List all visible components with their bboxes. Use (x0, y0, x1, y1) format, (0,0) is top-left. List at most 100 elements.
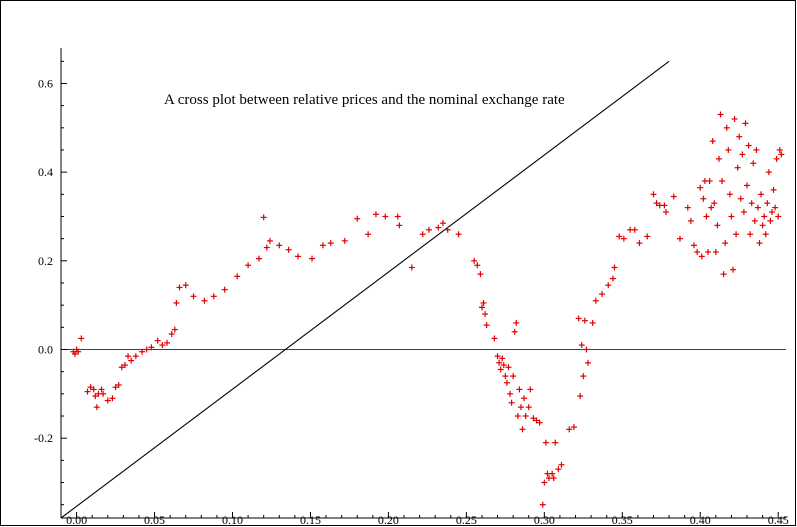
data-point (580, 373, 587, 380)
data-point (294, 253, 301, 260)
data-point (173, 299, 180, 306)
x-tick-label: 0.25 (456, 513, 477, 527)
data-point (751, 217, 758, 224)
data-point (176, 284, 183, 291)
data-point (497, 366, 504, 373)
data-point (121, 362, 128, 369)
data-point (92, 393, 99, 400)
data-point (514, 413, 521, 420)
x-tick-label: 0.10 (222, 513, 243, 527)
data-point (550, 475, 557, 482)
data-point (125, 353, 132, 360)
data-point (729, 266, 736, 273)
data-point (549, 470, 556, 477)
data-point (539, 501, 546, 508)
data-point (154, 337, 161, 344)
x-tick-label: 0.05 (144, 513, 165, 527)
data-point (502, 373, 509, 380)
data-point (517, 404, 524, 411)
data-point (578, 342, 585, 349)
data-point (382, 213, 389, 220)
data-point (605, 282, 612, 289)
data-point (499, 355, 506, 362)
data-point (408, 264, 415, 271)
data-point (764, 200, 771, 207)
data-point (483, 322, 490, 329)
data-point (778, 151, 785, 158)
data-point (516, 386, 523, 393)
data-point (503, 379, 510, 386)
data-point (754, 204, 761, 211)
data-point (260, 214, 267, 221)
x-tick-label: 0.15 (300, 513, 321, 527)
data-point (84, 388, 91, 395)
data-point (478, 304, 485, 311)
data-point (750, 160, 757, 167)
data-point (372, 211, 379, 218)
data-point (182, 282, 189, 289)
data-point (109, 395, 116, 402)
y-tick-label: -0.2 (34, 431, 53, 445)
data-point (697, 184, 704, 191)
x-tick-label: 0.00 (66, 513, 87, 527)
data-point (589, 319, 596, 326)
data-point (525, 404, 532, 411)
data-point (577, 393, 584, 400)
data-point (733, 231, 740, 238)
data-point (319, 242, 326, 249)
data-point (530, 415, 537, 422)
data-point (653, 200, 660, 207)
data-point (723, 124, 730, 131)
data-points (70, 111, 785, 508)
data-point (164, 339, 171, 346)
data-point (365, 231, 372, 238)
data-point (581, 317, 588, 324)
data-point (770, 186, 777, 193)
data-point (747, 231, 754, 238)
data-point (661, 202, 668, 209)
data-point (263, 244, 270, 251)
data-point (496, 359, 503, 366)
data-point (394, 213, 401, 220)
data-point (425, 226, 432, 233)
data-point (245, 262, 252, 269)
data-point (201, 297, 208, 304)
data-point (684, 204, 691, 211)
data-point (98, 386, 105, 393)
data-point (700, 195, 707, 202)
data-point (703, 213, 710, 220)
data-point (720, 271, 727, 278)
data-point (712, 248, 719, 255)
data-point (744, 182, 751, 189)
data-point (765, 169, 772, 176)
data-point (662, 209, 669, 216)
data-point (558, 461, 565, 468)
data-point (616, 233, 623, 240)
forty-five-degree-line (60, 60, 670, 519)
data-point (132, 353, 139, 360)
data-point (584, 359, 591, 366)
data-point (670, 193, 677, 200)
data-point (715, 155, 722, 162)
data-point (90, 386, 97, 393)
data-point (691, 242, 698, 249)
data-point (742, 120, 749, 127)
data-point (775, 213, 782, 220)
data-point (471, 257, 478, 264)
data-point (171, 326, 178, 333)
x-tick-label: 0.20 (378, 513, 399, 527)
chart-title: A cross plot between relative prices and… (164, 92, 565, 108)
data-point (694, 248, 701, 255)
x-tick-label: 0.30 (534, 513, 555, 527)
data-point (676, 235, 683, 242)
data-point (737, 195, 744, 202)
data-point (521, 395, 528, 402)
data-point (444, 226, 451, 233)
data-point (168, 330, 175, 337)
data-point (768, 209, 775, 216)
data-point (510, 373, 517, 380)
data-point (728, 213, 735, 220)
y-tick-label: 0.0 (38, 343, 53, 357)
y-tick-label: 0.2 (38, 254, 53, 268)
